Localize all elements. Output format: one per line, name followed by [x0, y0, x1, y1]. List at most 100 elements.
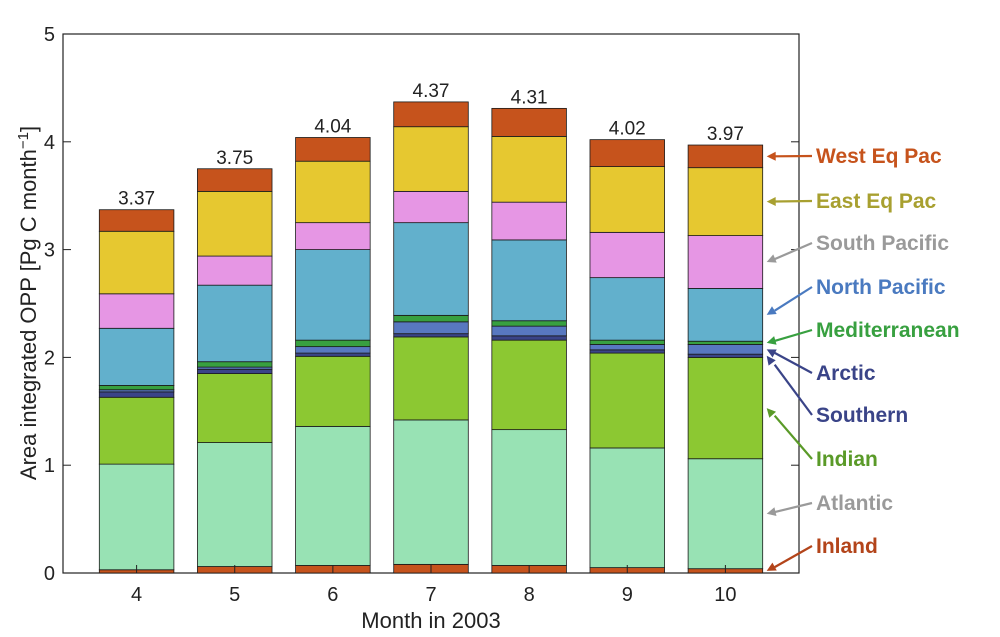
bar-segment-mediterranean	[491, 320, 567, 327]
legend-item-west-eq-pac: West Eq Pac	[766, 145, 942, 168]
bar-segment-west-eq-pac	[98, 209, 175, 232]
bar-segment-west-eq-pac	[197, 168, 273, 192]
bar-segment-west-eq-pac	[491, 107, 567, 137]
bar-segment-mediterranean	[197, 361, 273, 368]
bar-segment-west-eq-pac	[393, 101, 469, 128]
legend-label: South Pacific	[816, 232, 949, 255]
bar-stack-10	[687, 144, 764, 574]
bar-stacks	[98, 101, 764, 574]
legend-item-indian: Indian	[766, 408, 878, 471]
legend-pointer-line	[774, 501, 813, 514]
bar-total-label: 4.37	[413, 81, 450, 102]
x-tick-label: 4	[131, 584, 142, 606]
bar-segment-east-eq-pac	[687, 167, 764, 236]
legend-arrowhead	[766, 507, 777, 517]
bar-segment-south-pacific	[491, 201, 567, 241]
bar-segment-southern	[98, 391, 175, 398]
x-axis-title: Month in 2003	[361, 608, 500, 633]
bar-segment-east-eq-pac	[589, 166, 665, 233]
bar-segment-indian	[687, 356, 764, 460]
legend-label: Southern	[816, 404, 908, 427]
bar-total-labels: 3.37 3.75 4.04 4.37 4.31 4.02 3.97	[118, 81, 744, 210]
legend-pointer-line	[774, 328, 813, 342]
legend-label: Mediterranean	[816, 319, 960, 342]
bar-total-label: 3.37	[118, 189, 155, 210]
legend-arrowhead	[766, 408, 777, 418]
legend-item-arctic: Arctic	[766, 349, 876, 385]
bar-segment-mediterranean	[98, 385, 175, 391]
legend-label: Atlantic	[816, 492, 893, 515]
y-tick-label: 5	[44, 24, 55, 46]
bar-total-label: 3.75	[216, 148, 253, 169]
bar-segment-north-pacific	[393, 222, 469, 316]
x-axis-ticks: 4 5 6 7 8 9 10	[131, 565, 737, 606]
bar-segment-atlantic	[687, 458, 764, 570]
bar-total-label: 4.31	[511, 87, 548, 108]
bar-segment-atlantic	[295, 425, 371, 566]
bar-segment-indian	[197, 373, 273, 443]
bar-stack-5	[197, 168, 273, 574]
bar-stack-7	[393, 101, 469, 574]
bar-segment-indian	[393, 336, 469, 421]
bar-segment-west-eq-pac	[295, 137, 371, 162]
legend-pointer-line	[774, 241, 813, 261]
bar-segment-arctic	[295, 346, 371, 354]
legend-label: North Pacific	[816, 276, 946, 299]
bar-segment-north-pacific	[295, 249, 371, 341]
legend-item-atlantic: Atlantic	[766, 492, 893, 517]
bar-segment-north-pacific	[98, 327, 175, 386]
legend-label: East Eq Pac	[816, 190, 937, 213]
bar-segment-mediterranean	[589, 339, 665, 345]
bar-segment-north-pacific	[687, 288, 764, 342]
y-tick-label: 0	[44, 563, 55, 585]
legend-arrowhead	[766, 336, 777, 345]
legend-label: Indian	[816, 448, 878, 471]
legend-arrowhead	[766, 562, 777, 571]
legend-label: Inland	[816, 535, 878, 558]
legend-callouts: Inland Atlantic Indian Southern Arctic Medite…	[766, 145, 960, 571]
bar-segment-arctic	[687, 344, 764, 355]
bar-segment-atlantic	[98, 463, 175, 571]
bar-segment-south-pacific	[197, 255, 273, 286]
bar-segment-north-pacific	[589, 277, 665, 341]
bar-segment-east-eq-pac	[393, 126, 469, 192]
bar-segment-southern	[295, 352, 371, 357]
bar-segment-indian	[295, 355, 371, 427]
bar-total-label: 3.97	[707, 124, 744, 145]
bar-stack-8	[491, 107, 567, 574]
bar-segment-south-pacific	[393, 190, 469, 224]
y-axis-title-main: Area integrated OPP [Pg C month	[16, 149, 41, 480]
x-tick-label: 6	[327, 584, 338, 606]
bar-segment-indian	[589, 352, 665, 449]
bar-stack-4	[98, 209, 175, 574]
bar-segment-indian	[98, 396, 175, 465]
bar-segment-mediterranean	[393, 314, 469, 323]
bar-segment-north-pacific	[197, 284, 273, 363]
bar-stack-9	[589, 139, 665, 574]
legend-item-southern: Southern	[766, 355, 908, 427]
y-axis-title: Area integrated OPP [Pg C month−1]	[15, 126, 41, 480]
bar-segment-east-eq-pac	[295, 160, 371, 224]
bar-segment-east-eq-pac	[197, 190, 273, 257]
bar-segment-mediterranean	[687, 340, 764, 345]
bar-segment-south-pacific	[687, 235, 764, 289]
bar-total-label: 4.02	[609, 119, 646, 140]
y-tick-label: 2	[44, 347, 55, 369]
bar-segment-atlantic	[589, 447, 665, 569]
bar-segment-arctic	[393, 321, 469, 335]
legend-pointer-line	[774, 286, 813, 312]
y-axis-title-suffix: ]	[16, 126, 41, 132]
legend-pointer-line	[774, 545, 813, 569]
legend-label: Arctic	[816, 362, 876, 385]
bar-segment-south-pacific	[98, 293, 175, 329]
bar-segment-mediterranean	[295, 339, 371, 348]
y-tick-label: 1	[44, 455, 55, 477]
bar-total-label: 4.04	[314, 116, 351, 137]
legend-pointer-line	[773, 414, 813, 460]
y-axis-title-superscript: −1	[15, 132, 32, 149]
bar-segment-southern	[197, 368, 273, 374]
bar-segment-atlantic	[491, 429, 567, 566]
bar-segment-southern	[589, 349, 665, 354]
legend-item-north-pacific: North Pacific	[766, 276, 946, 315]
